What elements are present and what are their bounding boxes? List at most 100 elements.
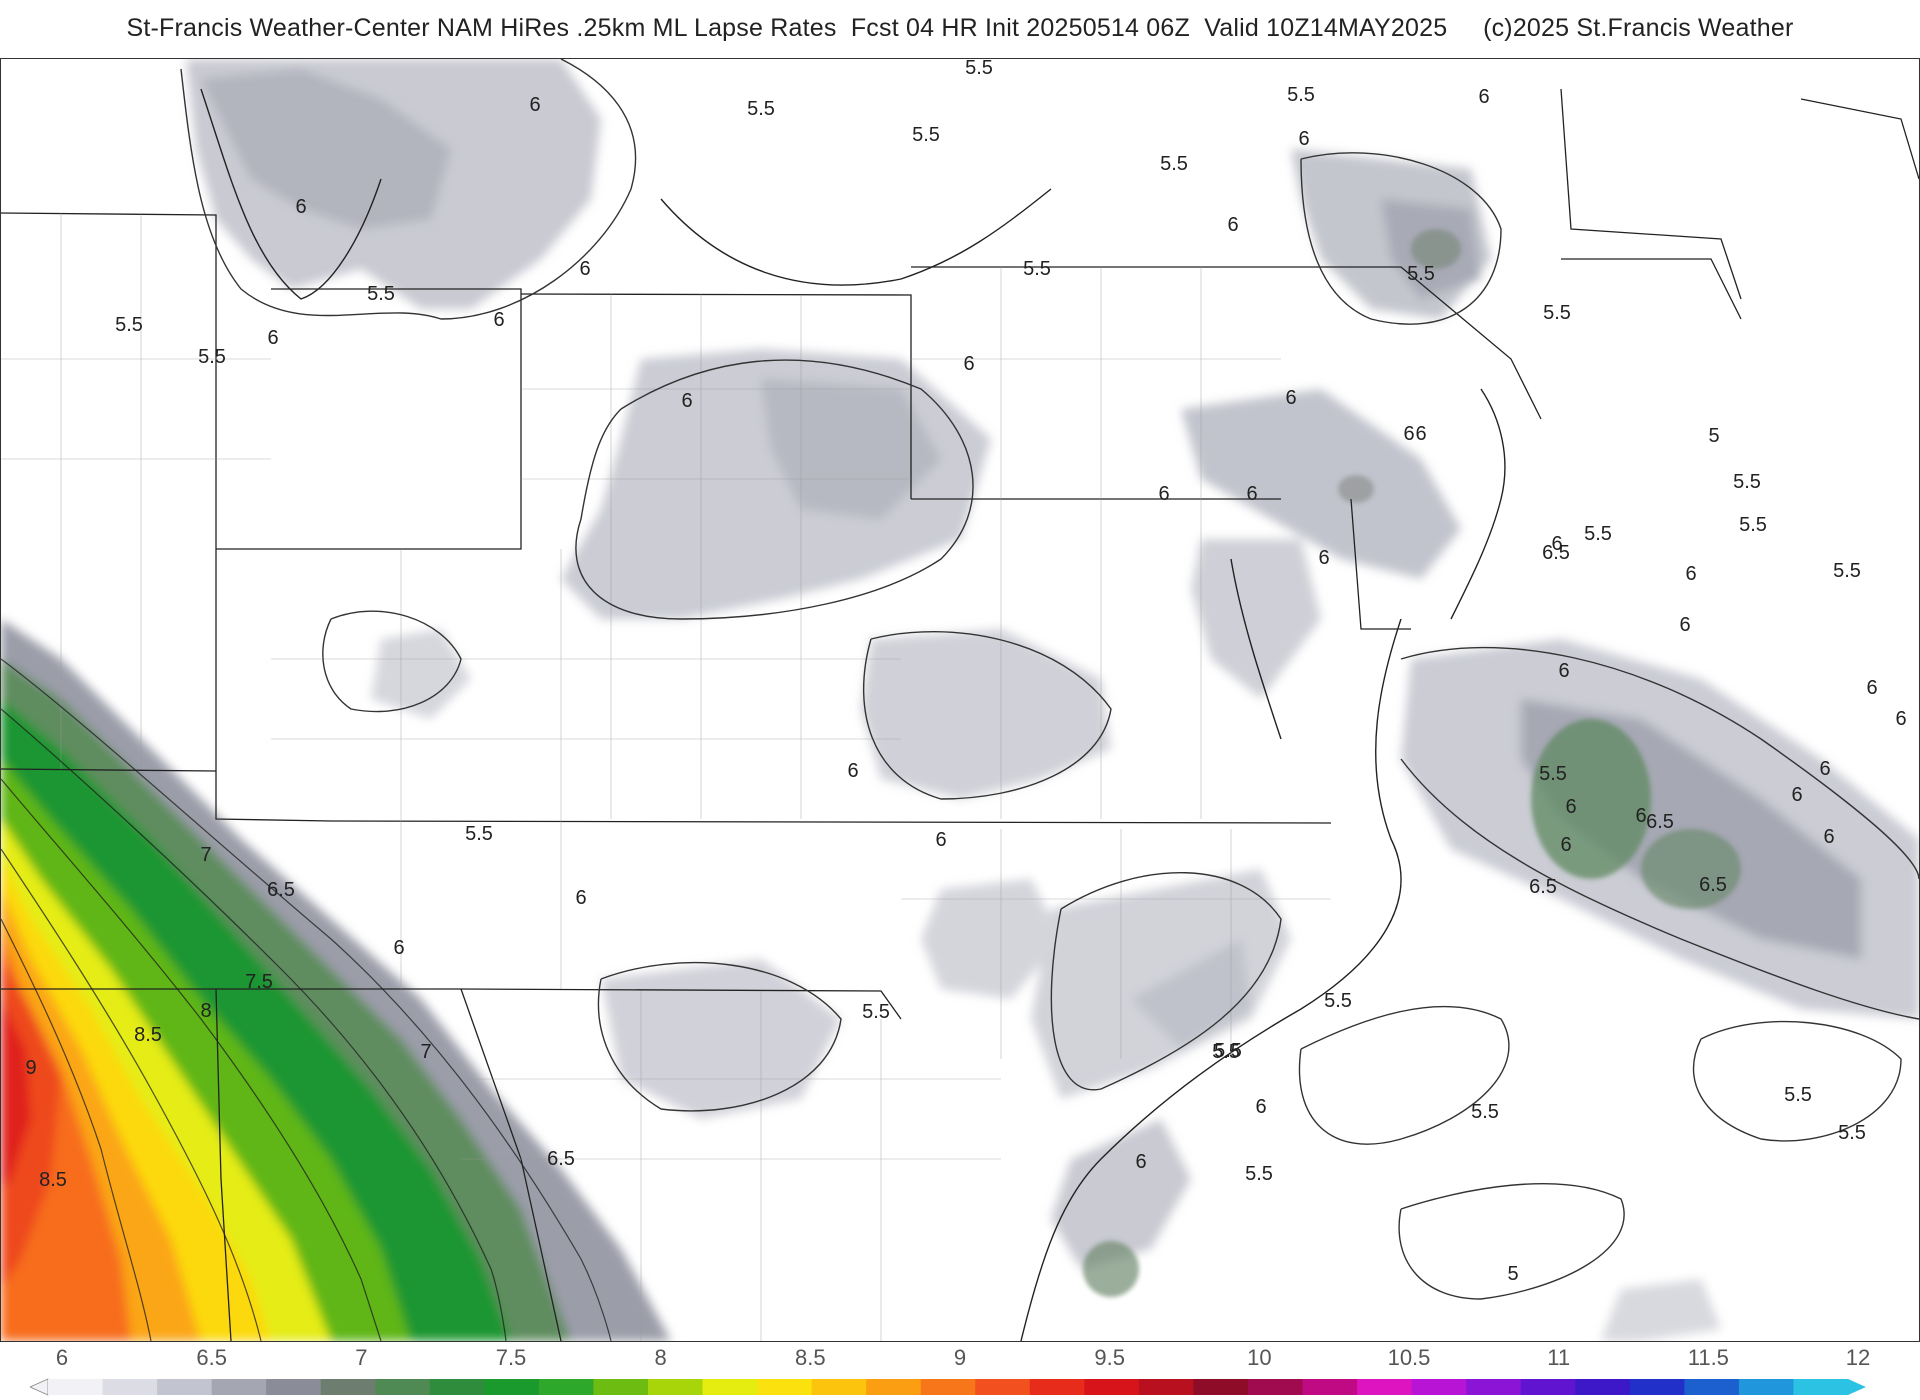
colorbar-swatch: [1684, 1379, 1740, 1395]
colorbar-swatch: [811, 1379, 867, 1395]
colorbar-tick-label: 10: [1247, 1345, 1272, 1370]
contour-label: 6: [1158, 483, 1169, 505]
colorbar-swatch: [1248, 1379, 1304, 1395]
contour-label: 8.5: [134, 1024, 162, 1046]
contour-label: 6: [1565, 796, 1576, 818]
contour-label: 6: [1679, 614, 1690, 636]
contour-label: 5.5: [465, 823, 493, 845]
contour-label: 6: [493, 309, 504, 331]
contour-label: 5.5: [912, 124, 940, 146]
colorbar-swatch: [266, 1379, 322, 1395]
colorbar-swatch: [593, 1379, 649, 1395]
colorbar-swatch: [1520, 1379, 1576, 1395]
colorbar-tick-label: 12: [1845, 1345, 1871, 1370]
contour-label: 5.5: [1539, 763, 1567, 785]
contour-label: 5.5: [198, 346, 226, 368]
colorbar-tick-label: 7: [355, 1345, 368, 1370]
contour-label: 9: [25, 1057, 36, 1079]
colorbar-swatch: [920, 1379, 976, 1395]
contour-label: 5.5: [1245, 1163, 1273, 1185]
contour-label: 6: [529, 94, 540, 116]
contour-label: 6: [1823, 826, 1834, 848]
contour-label: 5.5: [1023, 258, 1051, 280]
contour-label: 5: [1507, 1263, 1518, 1285]
contour-label: 6: [1135, 1151, 1146, 1173]
colorbar-swatch: [1138, 1379, 1194, 1395]
contour-label: 5.5: [1584, 523, 1612, 545]
contour-label: 5.5: [1543, 302, 1571, 324]
contour-label: 7.5: [245, 971, 273, 993]
colorbar-swatch: [429, 1379, 485, 1395]
contour-label: 5.5: [1214, 1040, 1242, 1062]
contour-label: 6: [1403, 423, 1414, 445]
contour-label: 6: [1866, 677, 1877, 699]
coastline: [200, 88, 1506, 1341]
contour-label: 6: [1558, 660, 1569, 682]
contour-label: 6: [1318, 547, 1329, 569]
colorbar-swatch: [1793, 1379, 1849, 1395]
colorbar-swatch: [975, 1379, 1031, 1395]
colorbar-swatch: [757, 1379, 813, 1395]
contour-label: 5.5: [1287, 84, 1315, 106]
contour-label: 6: [1791, 784, 1802, 806]
colorbar-swatch: [1357, 1379, 1413, 1395]
contour-label: 6: [1560, 834, 1571, 856]
contour-lines: [180, 59, 1919, 1300]
colorbar-tick-label: 11.5: [1687, 1345, 1729, 1370]
lapse-rate-map: 65.55.55.5665.565.55.55.55.5665.565.55.5…: [1, 59, 1919, 1341]
contour-label: 5.5: [1838, 1122, 1866, 1144]
colorbar-swatch: [1084, 1379, 1140, 1395]
contour-label: 5.5: [1160, 153, 1188, 175]
contour-label: 7: [420, 1041, 431, 1063]
colorbar-swatch: [648, 1379, 704, 1395]
colorbar-swatch: [211, 1379, 267, 1395]
contour-label: 5.5: [1407, 263, 1435, 285]
contour-label: 6.5: [1646, 811, 1674, 833]
contour-label: 8: [200, 1000, 211, 1022]
contour-label: 6: [295, 196, 306, 218]
colorbar: [30, 1378, 1866, 1396]
contour-label: 6: [1246, 483, 1257, 505]
contour-label: 6: [1298, 128, 1309, 150]
contour-label: 6.5: [1542, 542, 1570, 564]
colorbar-min-arrow: [30, 1378, 49, 1396]
contour-label: 6.5: [1529, 876, 1557, 898]
colorbar-tick-label: 10.5: [1387, 1345, 1431, 1370]
colorbar-tick-label: 7.5: [495, 1345, 527, 1370]
contour-label: 6: [681, 390, 692, 412]
colorbar-swatch: [1193, 1379, 1249, 1395]
contour-label: 8.5: [39, 1169, 67, 1191]
contour-label: 7: [200, 844, 211, 866]
contour-label: 5.5: [1212, 1041, 1240, 1063]
contour-label: 6: [1819, 758, 1830, 780]
colorbar-swatch: [102, 1379, 158, 1395]
contour-label: 5.5: [1784, 1084, 1812, 1106]
colorbar-max-arrow: [1848, 1379, 1866, 1395]
contour-label: 6: [1685, 563, 1696, 585]
map-title: St-Francis Weather-Center NAM HiRes .25k…: [126, 14, 1794, 42]
contour-label: 5.5: [747, 98, 775, 120]
colorbar-tick-label: 8: [654, 1345, 667, 1370]
contour-label: 5.5: [367, 283, 395, 305]
colorbar-swatch: [1575, 1379, 1631, 1395]
colorbar-swatch: [538, 1379, 594, 1395]
colorbar-swatch: [702, 1379, 758, 1395]
contour-label: 6.5: [267, 879, 295, 901]
contour-label: 6: [1895, 708, 1906, 730]
contour-label: 6: [1415, 423, 1426, 445]
contour-label: 6: [575, 887, 586, 909]
contour-label: 5.5: [1324, 990, 1352, 1012]
contour-label: 6: [1551, 533, 1562, 555]
contour-label: 6: [1635, 805, 1646, 827]
colorbar-swatch: [866, 1379, 922, 1395]
contour-label: 5.5: [1833, 560, 1861, 582]
contour-label: 6: [1478, 86, 1489, 108]
contour-label: 5.5: [1733, 471, 1761, 493]
county-lines: [1, 213, 1331, 1341]
colorbar-tick-label: 9.5: [1094, 1345, 1125, 1370]
colorbar-tick-label: 6.5: [196, 1345, 227, 1370]
colorbar-swatch: [48, 1379, 104, 1395]
band-contours: [1, 658, 612, 1341]
contour-labels: 65.55.55.5665.565.55.55.55.5665.565.55.5…: [25, 59, 1906, 1285]
colorbar-swatch: [157, 1379, 213, 1395]
